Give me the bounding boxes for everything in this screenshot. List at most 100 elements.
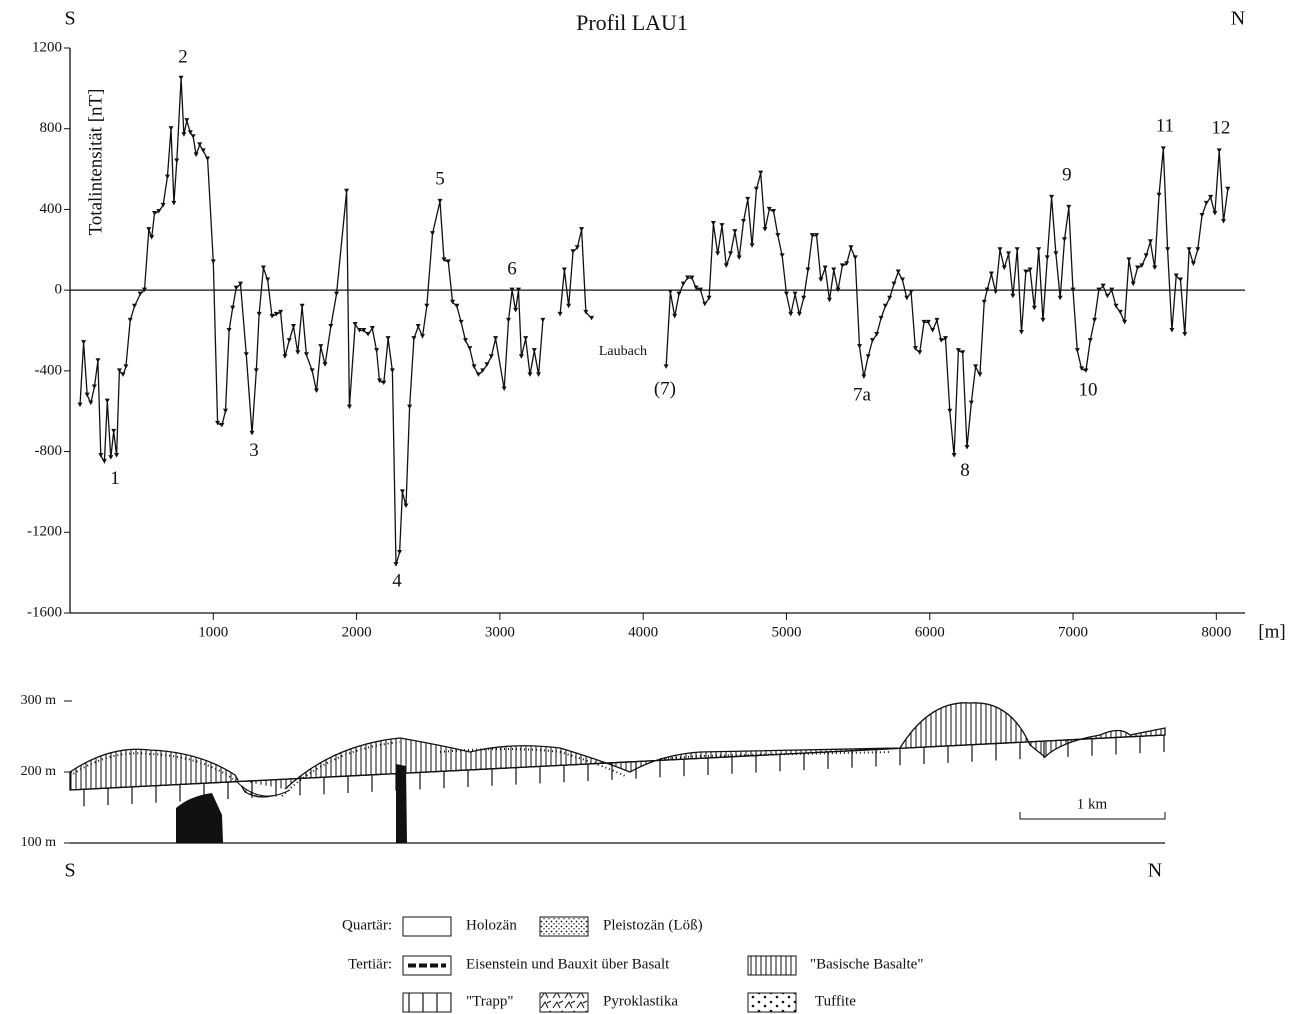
data-point bbox=[454, 303, 460, 309]
data-point bbox=[397, 549, 403, 555]
data-point bbox=[114, 453, 120, 458]
data-point bbox=[1208, 194, 1214, 200]
basalt-body bbox=[69, 702, 1166, 798]
data-point bbox=[178, 75, 184, 81]
annotation: Laubach bbox=[599, 344, 647, 359]
annotation: 5 bbox=[435, 168, 445, 189]
y-tick-label: -400 bbox=[35, 362, 63, 378]
data-point bbox=[826, 297, 832, 303]
data-point bbox=[116, 368, 122, 373]
data-point bbox=[964, 445, 970, 450]
data-point bbox=[273, 311, 279, 317]
data-point bbox=[1182, 332, 1188, 337]
data-point bbox=[1165, 247, 1171, 252]
data-point bbox=[869, 338, 875, 343]
data-point bbox=[1049, 194, 1055, 200]
legend-group: Quartär: bbox=[342, 917, 392, 933]
data-point bbox=[233, 285, 239, 291]
data-point bbox=[715, 251, 721, 256]
data-point bbox=[527, 372, 533, 377]
data-point bbox=[917, 350, 923, 355]
data-point bbox=[88, 400, 94, 406]
data-point bbox=[187, 130, 193, 135]
cross-section: 1 km S N bbox=[64, 702, 1166, 882]
data-point bbox=[702, 301, 708, 307]
intrusion bbox=[176, 793, 223, 843]
data-point bbox=[328, 323, 334, 329]
data-point bbox=[249, 430, 255, 436]
data-point bbox=[137, 291, 143, 297]
data-point bbox=[663, 364, 669, 369]
data-point bbox=[291, 323, 297, 329]
data-point bbox=[318, 344, 324, 349]
data-point bbox=[1135, 265, 1141, 270]
data-point bbox=[475, 372, 481, 377]
data-point bbox=[146, 227, 152, 232]
data-point bbox=[951, 453, 957, 458]
data-point bbox=[557, 311, 563, 317]
data-point bbox=[467, 346, 473, 351]
data-point bbox=[356, 328, 362, 333]
data-point bbox=[680, 281, 686, 287]
data-point bbox=[1001, 265, 1007, 270]
data-point bbox=[908, 289, 914, 295]
data-point bbox=[1173, 273, 1179, 279]
data-point bbox=[493, 336, 499, 341]
data-point bbox=[988, 271, 994, 276]
data-point bbox=[1122, 319, 1128, 325]
data-point bbox=[822, 265, 828, 270]
data-point bbox=[1169, 328, 1175, 333]
trapp-top bbox=[69, 734, 1166, 791]
data-point bbox=[131, 303, 137, 309]
data-point bbox=[184, 118, 190, 123]
legend-swatch bbox=[747, 955, 797, 976]
y-tick-label: 400 bbox=[40, 201, 63, 217]
x-tick-label: 6000 bbox=[915, 624, 945, 640]
legend-item: Holozän bbox=[466, 917, 517, 933]
data-point bbox=[95, 358, 101, 363]
data-point bbox=[377, 378, 383, 383]
data-point bbox=[1096, 287, 1102, 293]
data-point bbox=[831, 267, 837, 272]
data-point bbox=[1087, 338, 1093, 343]
data-point bbox=[210, 259, 216, 264]
data-point bbox=[818, 277, 824, 283]
y-tick-label: -1600 bbox=[27, 604, 62, 620]
data-point bbox=[775, 233, 781, 238]
data-point bbox=[1079, 366, 1085, 371]
data-point bbox=[839, 263, 845, 268]
data-point bbox=[1186, 247, 1192, 252]
x-tick-label: 8000 bbox=[1201, 624, 1231, 640]
data-point bbox=[120, 372, 126, 377]
data-point bbox=[238, 281, 244, 287]
data-point bbox=[149, 235, 155, 240]
annotation: 9 bbox=[1062, 164, 1072, 185]
legend-swatch bbox=[539, 916, 589, 937]
data-point bbox=[934, 317, 940, 323]
data-point bbox=[1027, 267, 1033, 272]
data-point bbox=[706, 295, 712, 301]
data-point bbox=[973, 364, 979, 369]
data-point bbox=[1053, 251, 1059, 256]
data-point bbox=[758, 170, 764, 176]
data-point bbox=[1126, 257, 1132, 262]
data-point bbox=[728, 251, 734, 256]
data-point bbox=[723, 263, 729, 268]
x-tick-label: 2000 bbox=[342, 624, 372, 640]
data-point bbox=[77, 402, 83, 408]
data-point bbox=[1040, 317, 1046, 323]
y-tick-label: 0 bbox=[55, 282, 63, 298]
data-point bbox=[1195, 247, 1201, 252]
data-point bbox=[878, 315, 884, 321]
legend-item: "Trapp" bbox=[466, 993, 514, 1009]
data-point bbox=[891, 281, 897, 287]
data-point bbox=[697, 287, 703, 293]
data-point bbox=[253, 368, 259, 373]
data-point bbox=[583, 309, 589, 315]
data-point bbox=[1014, 247, 1020, 252]
data-point bbox=[814, 233, 820, 238]
y-tick-label: -1200 bbox=[27, 524, 62, 540]
data-point bbox=[1104, 293, 1110, 299]
annotation: 3 bbox=[249, 440, 259, 461]
data-point bbox=[200, 148, 206, 153]
